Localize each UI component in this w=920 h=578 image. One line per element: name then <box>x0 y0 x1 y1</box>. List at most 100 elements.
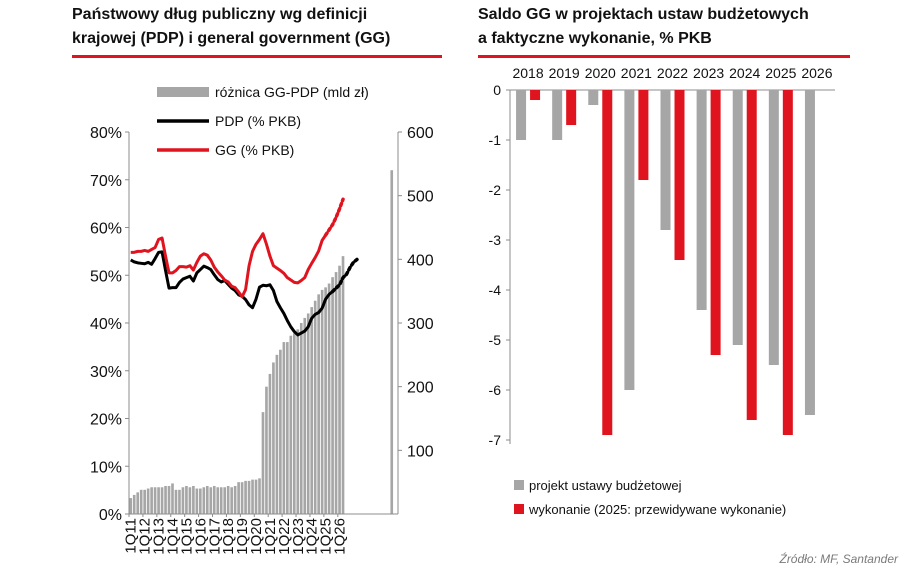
diff-bar <box>146 488 150 514</box>
diff-bar <box>230 487 233 514</box>
projekt-bar <box>516 90 527 140</box>
left-y2-tick-label: 100 <box>407 443 434 460</box>
right-y-tick-label: -4 <box>489 282 502 298</box>
right-x-category-label: 2026 <box>801 65 832 81</box>
diff-bar <box>251 479 254 514</box>
left-y2-tick-label: 500 <box>407 189 434 206</box>
diff-bar <box>258 478 261 514</box>
legend-gg-label: GG (% PKB) <box>215 142 294 158</box>
left-y2-tick-label: 400 <box>407 252 434 269</box>
wykonanie-bar <box>710 90 721 355</box>
right-x-category-label: 2020 <box>585 65 616 81</box>
diff-bar <box>143 489 146 514</box>
wykonanie-bar <box>602 90 613 435</box>
right-title-line2: a faktyczne wykonanie, % PKB <box>478 30 712 47</box>
diff-bar <box>324 287 327 514</box>
diff-bar <box>199 488 202 514</box>
projekt-bar <box>588 90 599 105</box>
left-y-tick-label: 0% <box>99 507 122 524</box>
left-y2-tick-label: 300 <box>407 316 434 333</box>
diff-bar <box>174 489 178 514</box>
diff-bar <box>303 317 307 514</box>
left-x-tick-label: 1Q25 <box>318 518 335 555</box>
diff-bar <box>299 323 303 514</box>
diff-bar <box>390 170 394 514</box>
diff-bar <box>136 492 140 514</box>
projekt-bar <box>732 90 743 345</box>
projekt-bar <box>624 90 635 390</box>
diff-bar <box>132 494 136 514</box>
diff-bar <box>244 480 247 514</box>
left-x-tick-label: 1Q24 <box>304 518 321 555</box>
left-x-tick-label: 1Q23 <box>290 518 307 555</box>
left-y-tick-label: 20% <box>90 412 122 429</box>
diff-bar <box>306 313 310 514</box>
right-x-category-label: 2024 <box>729 65 760 81</box>
diff-bar <box>313 300 317 514</box>
diff-bar <box>268 373 272 514</box>
right-y-tick-label: -3 <box>489 232 502 248</box>
diff-bar <box>202 487 206 514</box>
left-y-tick-label: 10% <box>90 459 122 476</box>
right-y-tick-label: -5 <box>489 332 502 348</box>
left-x-tick-label: 1Q20 <box>248 518 265 555</box>
wykonanie-bar <box>674 90 685 260</box>
legend-diff-swatch <box>157 87 209 97</box>
diff-bar <box>188 487 192 514</box>
diff-bar <box>265 386 268 514</box>
diff-bar <box>185 485 188 514</box>
diff-bar <box>216 487 220 514</box>
diff-bar <box>292 333 296 514</box>
diff-bar <box>178 489 181 514</box>
projekt-bar <box>552 90 563 140</box>
diff-bar <box>254 479 258 514</box>
diff-bar <box>327 283 331 514</box>
left-y-tick-label: 40% <box>90 316 122 333</box>
diff-bar <box>275 354 279 514</box>
legend-wykonanie-swatch <box>514 504 524 514</box>
diff-bar <box>296 329 300 514</box>
left-title-line2: krajowej (PDP) i general government (GG) <box>72 30 391 47</box>
wykonanie-bar <box>530 90 541 100</box>
diff-bar <box>195 488 199 514</box>
diff-bar <box>237 482 240 514</box>
diff-bar <box>317 294 320 514</box>
gg-line <box>130 232 327 299</box>
left-x-tick-label: 1Q12 <box>137 518 154 555</box>
left-x-tick-label: 1Q19 <box>234 518 251 555</box>
legend-projekt-label: projekt ustawy budżetowej <box>529 478 682 493</box>
left-x-tick-label: 1Q16 <box>192 518 209 555</box>
diff-bar <box>181 487 185 514</box>
projekt-bar <box>804 90 815 415</box>
left-x-tick-label: 1Q15 <box>178 518 195 555</box>
left-y-tick-label: 60% <box>90 221 122 238</box>
left-x-tick-label: 1Q21 <box>262 518 279 555</box>
diff-bar <box>157 487 160 514</box>
source-note: Źródło: MF, Santander <box>779 552 898 566</box>
right-x-category-label: 2022 <box>657 65 688 81</box>
diff-bar <box>164 485 167 514</box>
left-y-tick-label: 30% <box>90 364 122 381</box>
legend-wykonanie-label: wykonanie (2025: przewidywane wykonanie) <box>528 502 786 517</box>
pdp-line <box>130 250 334 337</box>
right-x-category-label: 2021 <box>621 65 652 81</box>
diff-bar <box>167 485 171 514</box>
right-y-tick-label: -6 <box>489 382 502 398</box>
diff-bar <box>341 256 345 514</box>
diff-bar <box>233 485 237 514</box>
diff-bar <box>272 362 275 514</box>
right-y-tick-label: 0 <box>493 82 501 98</box>
diff-bar <box>240 482 244 514</box>
legend-pdp-label: PDP (% PKB) <box>215 113 301 129</box>
diff-bar <box>150 487 153 514</box>
diff-bar <box>223 487 227 514</box>
left-title-line1: Państwowy dług publiczny wg definicji <box>72 6 368 23</box>
right-x-category-label: 2018 <box>512 65 543 81</box>
left-x-tick-label: 1Q14 <box>165 518 182 555</box>
left-y2-tick-label: 600 <box>407 125 434 142</box>
left-chart-title: Państwowy dług publiczny wg definicji kr… <box>72 3 432 51</box>
diff-bar <box>171 483 174 514</box>
diff-bar <box>286 342 289 514</box>
right-title-rule <box>478 55 850 58</box>
